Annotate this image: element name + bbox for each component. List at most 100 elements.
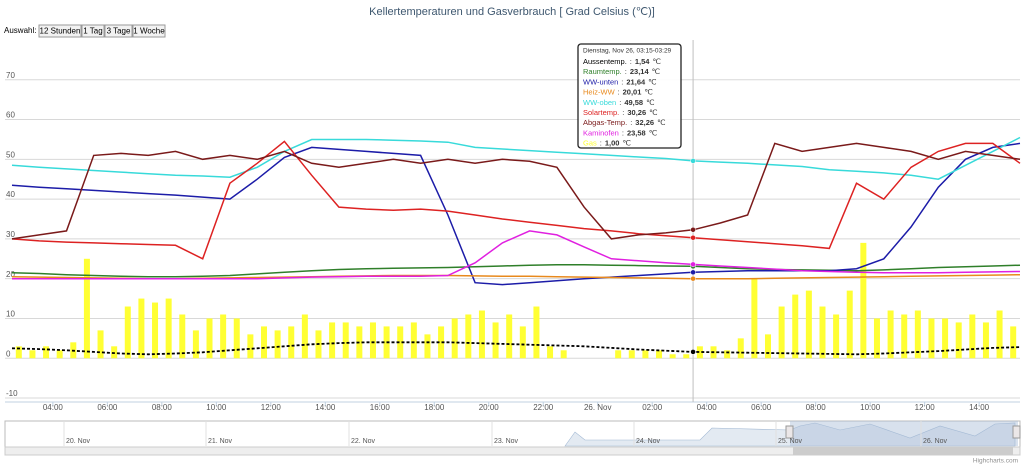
button-label[interactable]: 12 Stunden bbox=[40, 27, 81, 36]
range-selector: Auswahl: 12 Stunden 1 Tag 3 Tage 1 Woche bbox=[4, 24, 166, 38]
button-bg[interactable] bbox=[104, 24, 133, 38]
x-tick-label: 16:00 bbox=[370, 403, 391, 412]
gas-bar bbox=[29, 350, 36, 359]
hover-marker bbox=[690, 349, 696, 355]
tooltip-value: 20,01 bbox=[623, 88, 642, 97]
x-tick-label: 12:00 bbox=[261, 403, 282, 412]
y-tick-label: 10 bbox=[6, 310, 15, 319]
navigator-handle[interactable] bbox=[785, 425, 794, 439]
x-tick-label: 06:00 bbox=[751, 403, 772, 412]
separator: : bbox=[619, 98, 621, 107]
range-button[interactable]: 1 Woche bbox=[132, 24, 166, 38]
gas-bar bbox=[397, 326, 404, 359]
x-tick-label: 20:00 bbox=[479, 403, 500, 412]
gas-bar bbox=[887, 310, 894, 359]
gas-bar bbox=[805, 290, 812, 359]
gas-bar bbox=[778, 306, 785, 359]
tooltip-unit: ℃ bbox=[657, 118, 666, 127]
gas-bar bbox=[261, 326, 267, 359]
tooltip-value: 30,26 bbox=[627, 108, 646, 117]
gas-bar bbox=[492, 322, 499, 359]
tooltip-value: 1,00 bbox=[605, 139, 620, 148]
gas-bar bbox=[369, 322, 376, 359]
tooltip-row: Solartemp.:30,26 ℃ bbox=[583, 108, 658, 117]
x-tick-label: 06:00 bbox=[97, 403, 118, 412]
gas-bar bbox=[969, 314, 976, 359]
series-line bbox=[11, 140, 1021, 260]
gas-bar bbox=[683, 354, 690, 359]
navigator-selection[interactable] bbox=[790, 421, 1018, 446]
button-label[interactable]: 3 Tage bbox=[107, 27, 131, 36]
gas-bar bbox=[724, 350, 731, 359]
navigator-handle[interactable] bbox=[1012, 425, 1021, 439]
gas-bar bbox=[901, 314, 908, 359]
gas-bar bbox=[846, 290, 853, 359]
button-bg[interactable] bbox=[38, 24, 82, 38]
gas-bar bbox=[138, 298, 145, 359]
tooltip-row: WW-oben:49,58 ℃ bbox=[583, 98, 655, 107]
series-name: Heiz-WW bbox=[583, 88, 616, 97]
gas-bar bbox=[410, 322, 417, 359]
gas-bar bbox=[438, 326, 445, 359]
gas-bar bbox=[342, 322, 349, 359]
gas-bar bbox=[288, 326, 295, 359]
tooltip-unit: ℃ bbox=[648, 77, 657, 86]
button-label[interactable]: 1 Woche bbox=[133, 27, 165, 36]
series-name: WW-oben bbox=[583, 98, 616, 107]
plot bbox=[11, 136, 1021, 359]
y-tick-label: 20 bbox=[6, 270, 15, 279]
series-line bbox=[11, 142, 1021, 286]
gas-bar bbox=[247, 334, 254, 359]
navigator-label: 26. Nov bbox=[923, 438, 948, 445]
gas-bar bbox=[124, 306, 131, 359]
x-tick-label: 10:00 bbox=[206, 403, 227, 412]
tooltip-unit: ℃ bbox=[646, 98, 655, 107]
gas-bar bbox=[97, 330, 104, 359]
tooltip-value: 23,58 bbox=[627, 128, 646, 137]
button-bg[interactable] bbox=[81, 24, 105, 38]
gas-bar bbox=[873, 318, 880, 359]
gas-bar bbox=[165, 298, 172, 359]
hover-marker bbox=[690, 261, 696, 268]
separator: : bbox=[625, 67, 627, 76]
separator: : bbox=[621, 77, 623, 86]
series-name: Raumtemp. bbox=[583, 67, 622, 76]
tooltip-value: 21,64 bbox=[626, 77, 646, 86]
x-tick-label: 04:00 bbox=[697, 403, 718, 412]
gas-bar bbox=[206, 318, 213, 359]
gas-bar bbox=[792, 294, 799, 359]
tooltip-header: Dienstag, Nov 26, 03:15-03:29 bbox=[583, 48, 672, 55]
x-tick-label: 14:00 bbox=[315, 403, 336, 412]
tooltip-box bbox=[577, 43, 682, 149]
gas-bar bbox=[519, 326, 526, 359]
button-label[interactable]: 1 Tag bbox=[83, 27, 102, 36]
gas-bar bbox=[56, 350, 63, 359]
gas-bar bbox=[669, 354, 676, 359]
range-button[interactable]: 3 Tage bbox=[104, 24, 133, 38]
credits[interactable]: Highcharts.com bbox=[973, 458, 1018, 465]
scrollbar-track[interactable] bbox=[4, 446, 1021, 456]
navigator-label: 23. Nov bbox=[494, 438, 519, 445]
separator: : bbox=[618, 88, 620, 97]
overlay: Dienstag, Nov 26, 03:15-03:29 Aussentemp.… bbox=[577, 40, 696, 402]
y-tick-label: 40 bbox=[6, 190, 15, 199]
gas-bar bbox=[506, 314, 513, 359]
range-button[interactable]: 12 Stunden bbox=[38, 24, 82, 38]
tooltip-row: Abgas-Temp.:32,26 ℃ bbox=[583, 118, 666, 127]
range-button[interactable]: 1 Tag bbox=[81, 24, 105, 38]
tooltip-row: WW-unten:21,64 ℃ bbox=[583, 77, 657, 86]
tooltip-value: 23,14 bbox=[630, 67, 650, 76]
series-line bbox=[11, 264, 1021, 278]
gas-bar bbox=[233, 318, 240, 359]
tooltip-row: Gas:1,00 ℃ bbox=[583, 139, 631, 148]
tooltip-unit: ℃ bbox=[622, 139, 631, 148]
y-tick-label: 70 bbox=[6, 71, 15, 80]
gas-bar bbox=[860, 242, 867, 359]
scrollbar-thumb[interactable] bbox=[793, 447, 1013, 455]
button-bg[interactable] bbox=[132, 24, 166, 38]
tooltip-row: Raumtemp.:23,14 ℃ bbox=[583, 67, 661, 76]
gas-bar bbox=[765, 334, 771, 359]
series-line bbox=[11, 341, 1021, 356]
tooltip-value: 32,26 bbox=[635, 118, 654, 127]
